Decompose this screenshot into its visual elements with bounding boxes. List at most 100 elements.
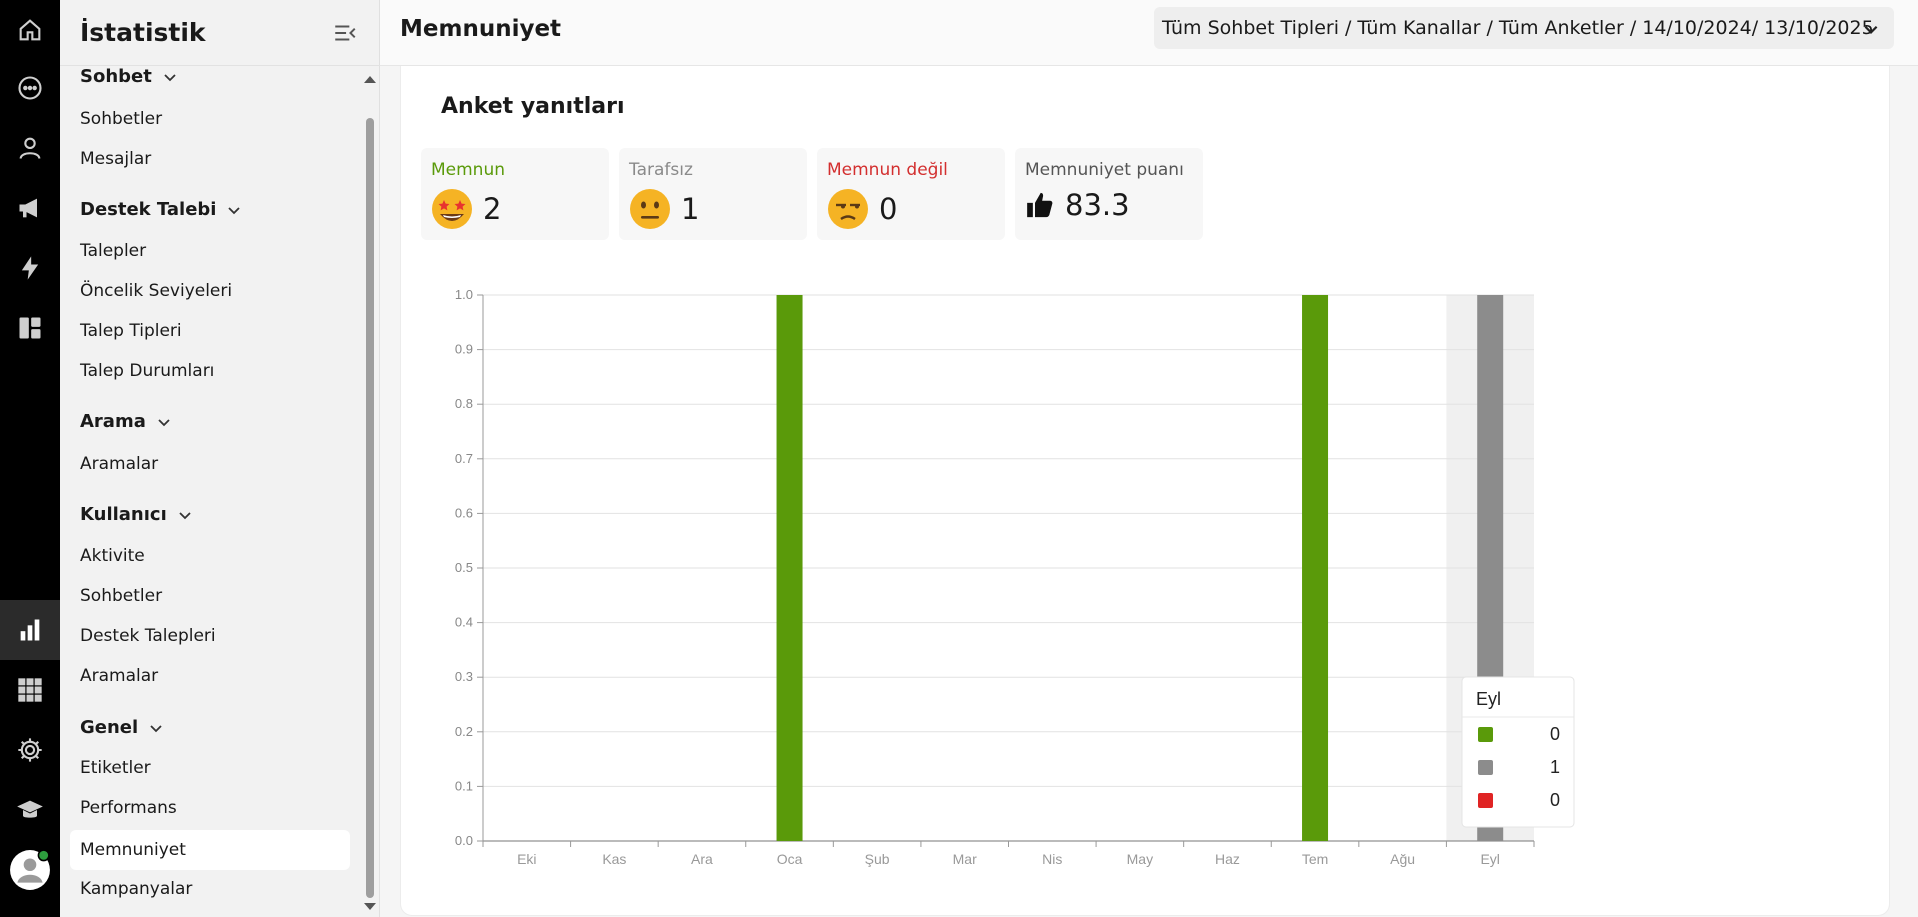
stat-value: 83.3 xyxy=(1065,188,1130,222)
sidebar-item-kullanici-sohbetler[interactable]: Sohbetler xyxy=(80,586,163,606)
x-tick-label: May xyxy=(1127,851,1153,867)
thumbs-up-icon xyxy=(1027,192,1053,218)
sidebar-item-kullanici-aramalar[interactable]: Aramalar xyxy=(80,666,159,686)
filter-chat-types: Tüm Sohbet Tipleri / xyxy=(1162,17,1352,39)
stat-dissatisfied: Memnun değil 0 xyxy=(817,148,1005,240)
survey-bar-chart: 0.0 0.1 0.2 0.3 0.4 0.5 0.6 0.7 0.8 0.9 1.0 Eki Kas A… xyxy=(455,287,1575,867)
section-label: Destek Talebi xyxy=(80,199,217,220)
tooltip-value: 0 xyxy=(1550,790,1560,810)
stat-value-row: 1 xyxy=(629,188,699,230)
sidebar: İstatistik Sohbet Sohbetler Mesajlar Des… xyxy=(60,0,380,917)
scroll-thumb[interactable] xyxy=(366,118,374,898)
gear-icon[interactable] xyxy=(0,720,60,780)
sidebar-item-performans[interactable]: Performans xyxy=(80,798,177,818)
stat-label: Tarafsız xyxy=(629,160,693,180)
stat-label: Memnun değil xyxy=(827,160,948,180)
bolt-icon[interactable] xyxy=(0,238,60,298)
stat-value-row: 83.3 xyxy=(1025,188,1130,222)
y-tick-label: 0.9 xyxy=(455,342,473,357)
sidebar-title: İstatistik xyxy=(80,18,206,47)
apps-grid-icon[interactable] xyxy=(0,660,60,720)
avatar-icon[interactable] xyxy=(0,840,60,900)
sidebar-item-etiketler[interactable]: Etiketler xyxy=(80,758,151,778)
graduation-cap-icon[interactable] xyxy=(0,780,60,840)
chat-icon[interactable] xyxy=(0,58,60,118)
sidebar-item-sohbetler[interactable]: Sohbetler xyxy=(80,109,163,129)
x-tick-label: Kas xyxy=(602,851,626,867)
sidebar-item-aramalar[interactable]: Aramalar xyxy=(80,454,159,474)
chevron-down-icon xyxy=(164,73,176,81)
y-tick-label: 0.3 xyxy=(455,669,473,684)
filter-end-date: 13/10/2025 xyxy=(1764,17,1874,39)
x-tick-label: Eyl xyxy=(1480,851,1499,867)
home-icon[interactable] xyxy=(0,0,60,60)
page-title: Memnuniyet xyxy=(400,16,562,42)
bar xyxy=(776,295,803,841)
y-tick-label: 0.1 xyxy=(455,778,473,793)
section-sohbet[interactable]: Sohbet xyxy=(80,66,178,87)
sidebar-item-aktivite[interactable]: Aktivite xyxy=(80,546,145,566)
topbar: Memnuniyet Tüm Sohbet Tipleri / Tüm Kana… xyxy=(380,0,1918,66)
sidebar-scrollbar[interactable] xyxy=(360,66,378,917)
user-icon[interactable] xyxy=(0,118,60,178)
stat-label: Memnun xyxy=(431,160,506,180)
card-title: Anket yanıtları xyxy=(441,94,625,119)
y-tick-label: 0.0 xyxy=(455,833,473,848)
filter-selector[interactable]: Tüm Sohbet Tipleri / Tüm Kanallar / Tüm … xyxy=(1154,7,1894,49)
section-label: Genel xyxy=(80,717,139,738)
section-label: Arama xyxy=(80,411,146,432)
sidebar-item-kampanyalar[interactable]: Kampanyalar xyxy=(80,879,193,899)
y-tick-label: 0.4 xyxy=(455,615,473,630)
sidebar-nav: Sohbet Sohbetler Mesajlar Destek Talebi … xyxy=(60,66,360,917)
sidebar-item-oncelik-seviyeleri[interactable]: Öncelik Seviyeleri xyxy=(80,281,233,301)
sidebar-item-talepler[interactable]: Talepler xyxy=(80,241,147,261)
x-tick-label: Haz xyxy=(1215,851,1240,867)
x-tick-label: Şub xyxy=(865,851,890,867)
y-tick-label: 0.6 xyxy=(455,505,473,520)
tooltip-swatch xyxy=(1478,760,1493,775)
x-tick-label: Ara xyxy=(691,851,713,867)
section-arama[interactable]: Arama xyxy=(80,411,172,432)
megaphone-icon[interactable] xyxy=(0,178,60,238)
bar-chart-icon[interactable] xyxy=(0,600,60,660)
x-tick-label: Eki xyxy=(517,851,536,867)
scroll-up-icon[interactable] xyxy=(363,74,377,84)
stat-value: 2 xyxy=(483,192,502,226)
x-tick-label: Oca xyxy=(777,851,803,867)
tooltip xyxy=(1461,676,1575,828)
x-tick-label: Tem xyxy=(1302,851,1328,867)
sidebar-item-mesajlar[interactable]: Mesajlar xyxy=(80,149,152,169)
neutral-face-emoji-icon xyxy=(630,189,670,229)
sidebar-item-memnuniyet[interactable]: Memnuniyet xyxy=(70,830,350,870)
bar xyxy=(1302,295,1329,841)
tooltip-value: 0 xyxy=(1550,724,1560,744)
chevron-down-icon xyxy=(1864,25,1878,34)
star-struck-emoji-icon xyxy=(432,189,472,229)
sidebar-item-destek-talepleri[interactable]: Destek Talepleri xyxy=(80,626,216,646)
y-tick-label: 0.2 xyxy=(455,724,473,739)
unamused-face-emoji-icon xyxy=(828,189,868,229)
x-tick-label: Mar xyxy=(953,851,977,867)
scroll-down-icon[interactable] xyxy=(363,902,377,912)
survey-responses-card: Anket yanıtları Memnun 2 Tarafsız xyxy=(400,66,1890,916)
tooltip-swatch xyxy=(1478,727,1493,742)
filter-surveys: Tüm Anketler / xyxy=(1498,17,1637,39)
sidebar-item-talep-durumlari[interactable]: Talep Durumları xyxy=(80,361,215,381)
stat-value-row: 0 xyxy=(827,188,897,230)
y-tick-label: 0.7 xyxy=(455,451,473,466)
collapse-sidebar-icon[interactable] xyxy=(332,20,358,46)
dashboard-icon[interactable] xyxy=(0,298,60,358)
chevron-down-icon xyxy=(228,206,241,214)
stat-satisfied: Memnun 2 xyxy=(421,148,609,240)
tooltip-title: Eyl xyxy=(1476,689,1501,709)
chevron-down-icon xyxy=(150,724,162,732)
sidebar-item-talep-tipleri[interactable]: Talep Tipleri xyxy=(80,321,182,341)
chevron-down-icon xyxy=(158,418,170,426)
stat-value-row: 2 xyxy=(431,188,501,230)
section-destek-talebi[interactable]: Destek Talebi xyxy=(80,199,242,220)
section-label: Sohbet xyxy=(80,66,152,87)
section-kullanici[interactable]: Kullanıcı xyxy=(80,504,193,525)
chevron-down-icon xyxy=(179,511,191,519)
y-tick-label: 0.8 xyxy=(455,396,473,411)
section-genel[interactable]: Genel xyxy=(80,717,164,738)
